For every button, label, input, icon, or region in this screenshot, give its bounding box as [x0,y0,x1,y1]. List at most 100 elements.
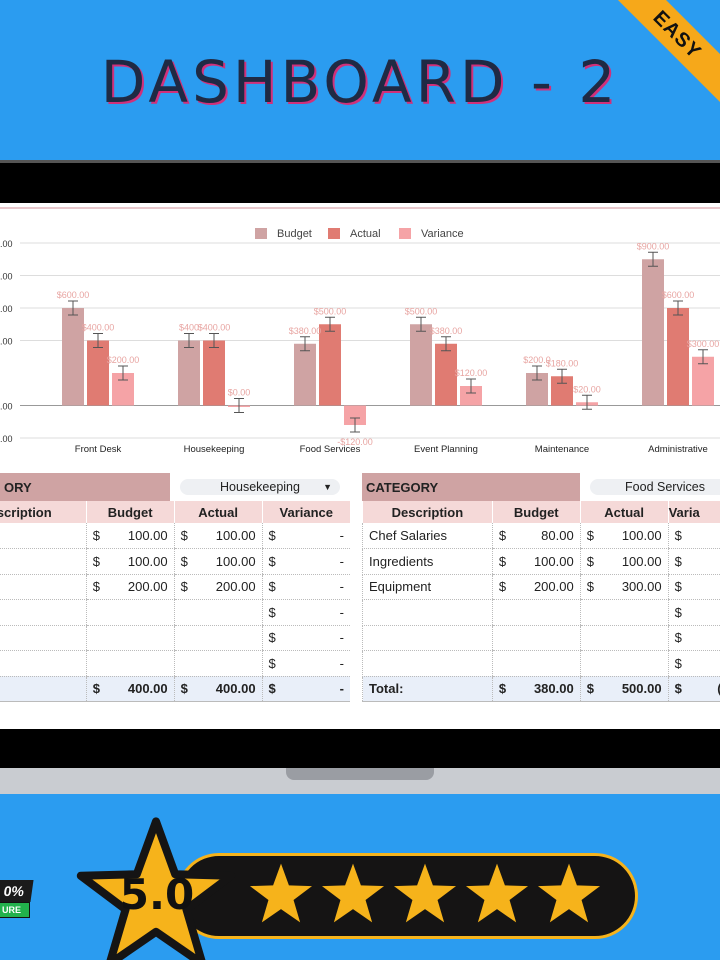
error-bar [184,333,194,348]
chart-svg: .00.00.00.00.00.00 Budget Actual Variance … [0,228,720,455]
currency-symbol: $ [586,579,594,595]
cell-value: - [339,630,344,646]
table-row: $ - [0,599,350,626]
currency-symbol: $ [268,630,276,646]
budget-table: scription Budget Actual Variance alaries… [0,501,350,702]
star-shape [321,863,385,923]
error-bar [673,300,683,316]
cell-value: 300.00 [621,579,662,595]
total-variance: $ - [261,676,350,702]
cell-variance: $(2 [667,523,720,549]
cell-actual: $300.00 [579,574,669,600]
col-header-description: Description [362,501,493,523]
error-bar [532,365,542,381]
category-select-value: Housekeeping [220,480,300,494]
cell-actual [173,599,263,626]
category-select[interactable]: Food Services [590,479,720,495]
total-budget: $380.00 [491,676,581,702]
cell-budget: $100.00 [491,548,581,575]
y-tick-label: .00 [0,337,13,347]
cell-value: 100.00 [127,553,168,569]
cell-description [0,625,87,651]
cell-value: 100.00 [621,553,662,569]
category-panel-right: CATEGORY Food Services Description Budge… [362,473,720,705]
cell-value: 100.00 [127,528,168,543]
currency-symbol: $ [180,553,188,569]
cell-value: - [339,579,344,595]
currency-symbol: $ [268,655,276,671]
currency-symbol: $ [180,579,188,595]
currency-symbol: $ [92,528,100,543]
data-label: $400.00 [82,323,115,333]
legend-label: Variance [421,228,464,240]
error-bar [68,300,78,316]
cell-value: 400.00 [215,681,256,697]
bar [203,340,225,406]
bar [435,343,457,406]
table-row: $ [362,625,720,651]
currency-symbol: $ [180,528,188,543]
total-budget: $400.00 [85,676,175,702]
badge-percent: 0% [0,880,34,902]
table-row: $ [362,599,720,626]
cell-actual [579,599,669,626]
y-tick-label: .00 [0,304,13,314]
cell-actual: $100.00 [579,523,669,549]
cell-variance: $ - [261,548,350,575]
star-shape [537,863,601,923]
col-header-variance: Variance [261,501,350,523]
cell-actual [173,625,263,651]
table-row: alaries$100.00$100.00$- [0,523,350,549]
data-label: $400 [179,323,199,333]
cell-value: 80.00 [541,528,574,543]
col-header-budget: Budget [85,501,175,523]
col-header-actual: Actual [579,501,669,523]
panel-header: ORY Housekeeping ▼ [0,473,350,501]
cell-budget [491,650,581,677]
currency-symbol: $ [586,528,594,543]
laptop-screen: .00.00.00.00.00.00 Budget Actual Variance … [0,203,720,729]
error-bar [325,316,335,332]
star-icon [537,863,601,923]
star-shape [465,863,529,923]
legend-swatch [255,228,267,239]
cell-variance: $ [667,650,720,677]
total-label: Total: [362,676,493,702]
cell-variance: $ - [261,523,350,549]
currency-symbol: $ [498,681,507,697]
category-label: CATEGORY [362,473,580,501]
badge-text: URE [0,902,30,918]
cell-budget: $200.00 [85,574,175,600]
category-label: Housekeeping [184,444,245,455]
bar [112,373,134,406]
cell-value: 500.00 [621,681,662,697]
col-header-description: scription [0,501,87,523]
category-select[interactable]: Housekeeping ▼ [180,479,340,495]
cell-value: - [339,655,344,671]
cell-description [362,650,493,677]
cell-variance: $ - [261,599,350,626]
table-row: $ - [0,650,350,677]
cell-description: Equipment [362,574,493,600]
legend-label: Actual [350,228,381,240]
star-icon [465,863,529,923]
table-row: Ingredients $100.00 $100.00 $ [362,548,720,575]
data-label: $400.00 [198,323,231,333]
cell-description [362,599,493,626]
bar [526,373,548,406]
currency-symbol: $ [180,681,188,697]
cell-value: 100.00 [533,553,574,569]
star-rating [248,861,602,927]
table-row: $ - [0,625,350,651]
bar [692,356,714,406]
currency-symbol: $ [92,553,100,569]
data-label: $200.00 [107,355,140,365]
cell-value: (12 [717,681,720,696]
bar [667,308,689,406]
cell-description: Ingredients [362,548,493,575]
currency-symbol: $ [268,604,276,620]
cell-budget [85,625,175,651]
cell-value: 100.00 [215,553,256,569]
data-label: $380.00 [289,326,322,336]
